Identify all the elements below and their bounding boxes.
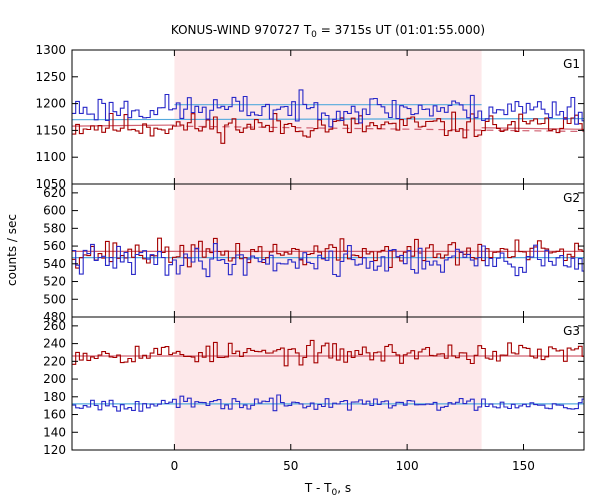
y-tick-label: 160: [43, 408, 66, 422]
x-axis-title-rest: , s: [337, 481, 351, 495]
panel-label-g2: G2: [563, 191, 580, 205]
series-group: [72, 89, 584, 144]
background-level-red-0: [71, 124, 175, 127]
y-tick-label: 200: [43, 372, 66, 386]
panel-g1: 1050 1100 1150 1200 1250 1300 G1: [35, 43, 585, 191]
series-blue-g2: [72, 243, 584, 278]
x-tick-labels: 0 50 100 150: [171, 459, 535, 473]
shaded-interval: [174, 317, 482, 450]
series-group: [72, 339, 584, 412]
series-blue-g1: [72, 89, 584, 128]
y-tick-label: 1250: [35, 70, 66, 84]
y-axis-title: counts / sec: [5, 214, 19, 286]
y-tick-label: 520: [43, 275, 66, 289]
series-blue-g3: [72, 394, 584, 412]
shaded-interval: [174, 50, 482, 184]
y-tick-label: 620: [43, 186, 66, 200]
panel-frame: [71, 316, 585, 451]
panel-label-g1: G1: [563, 57, 580, 71]
series-red-g2: [72, 237, 584, 269]
chart-title-rest: = 3715s UT (01:01:55.000): [317, 23, 485, 37]
x-tick-label: 100: [396, 459, 419, 473]
y-tick-label: 1150: [35, 123, 66, 137]
y-tick-label: 220: [43, 354, 66, 368]
y-tick-label: 480: [43, 310, 66, 324]
x-tick-label: 50: [283, 459, 298, 473]
series-red-g3: [72, 339, 584, 367]
chart-title-main: KONUS-WIND 970727 T: [171, 23, 312, 37]
y-tick-label: 560: [43, 239, 66, 253]
shaded-interval: [174, 184, 482, 317]
chart-title-sub: 0: [311, 30, 317, 40]
y-tick-label: 1300: [35, 43, 66, 57]
y-tick-label: 1100: [35, 150, 66, 164]
background-level-blue-3: [71, 118, 585, 121]
panel-g3: 120 140 160 180 200 220 240 260 G3: [43, 316, 585, 457]
y-tick-label: 140: [43, 425, 66, 439]
panel-label-g3: G3: [563, 324, 580, 338]
panel-g2: 480 500 520 540 560 580 600 620 G2: [43, 183, 585, 324]
y-tick-label: 1050: [35, 177, 66, 191]
x-axis-title-main: T - T: [304, 481, 332, 495]
x-tick-label: 0: [171, 459, 179, 473]
panels-group: 1050 1100 1150 1200 1250 1300 G1 480 500 520 540 56…: [35, 43, 585, 457]
series-red-g1: [72, 111, 584, 144]
y-tick-label: 1200: [35, 97, 66, 111]
y-tick-label: 240: [43, 337, 66, 351]
y-tick-label: 180: [43, 390, 66, 404]
y-tick-label: 540: [43, 257, 66, 271]
y-tick-label: 500: [43, 292, 66, 306]
x-axis-title-sub: 0: [332, 488, 338, 498]
x-axis-title: T - T0, s: [304, 481, 351, 498]
x-tick-label: 150: [512, 459, 535, 473]
y-tick-label: 260: [43, 319, 66, 333]
series-group: [72, 237, 584, 278]
y-tick-label: 580: [43, 221, 66, 235]
y-tick-label: 120: [43, 443, 66, 457]
chart-title: KONUS-WIND 970727 T0 = 3715s UT (01:01:5…: [171, 23, 485, 40]
y-tick-label: 600: [43, 204, 66, 218]
